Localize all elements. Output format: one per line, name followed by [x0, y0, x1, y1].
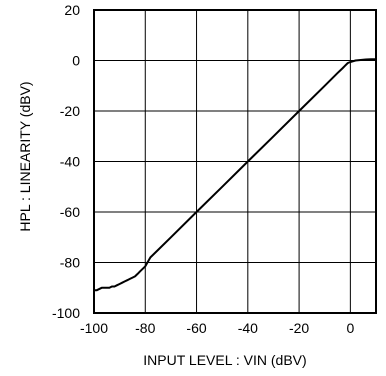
plot-frame: [93, 9, 377, 314]
x-axis-label: INPUT LEVEL : VIN (dBV): [143, 352, 306, 368]
y-tick-label: -100: [52, 305, 80, 321]
grid: [94, 10, 376, 313]
y-tick-label: -60: [60, 204, 80, 220]
series-line: [94, 58, 376, 292]
x-tick-labels: -100 -80 -60 -40 -20 0: [80, 320, 354, 336]
x-tick-label: -100: [80, 320, 108, 336]
y-tick-label: -40: [60, 154, 80, 170]
y-axis-label: HPL : LINEARITY (dBV): [17, 81, 33, 231]
x-tick-label: -80: [135, 320, 155, 336]
y-tick-label: -20: [60, 103, 80, 119]
y-tick-label: 20: [64, 2, 80, 18]
x-tick-label: -40: [238, 320, 258, 336]
x-tick-label: 0: [346, 320, 354, 336]
y-tick-label: -80: [60, 255, 80, 271]
x-tick-label: -20: [289, 320, 309, 336]
y-tick-label: 0: [72, 53, 80, 69]
y-tick-labels: 20 0 -20 -40 -60 -80 -100: [52, 2, 80, 321]
x-tick-label: -60: [186, 320, 206, 336]
